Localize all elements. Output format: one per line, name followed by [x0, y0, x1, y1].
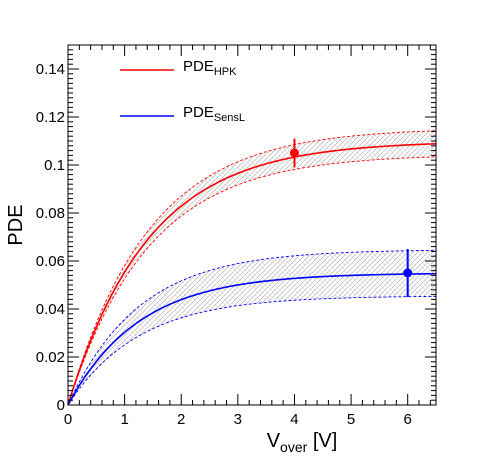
y-tick-label: 0 [57, 397, 65, 414]
x-tick-label: 4 [290, 411, 298, 428]
plot-frame [67, 44, 437, 406]
band-lower-hpk [67, 156, 437, 406]
x-tick-label: 0 [64, 411, 72, 428]
band-upper-sensl [67, 249, 437, 406]
y-tick-label: 0.02 [36, 349, 65, 366]
band-fill-sensl [68, 250, 436, 405]
y-tick-label: 0.06 [36, 253, 65, 270]
y-axis-ticks: 0 0.02 0.04 0.06 0.08 0.1 0.12 0.14 [36, 49, 436, 414]
legend-label-sensl-sub: SensL [214, 112, 245, 124]
x-axis-ticks: 0 1 2 3 4 5 6 [64, 45, 431, 428]
series-curves [67, 130, 437, 406]
x-axis-title: Vover [V] [267, 430, 338, 455]
point-hpk [289, 148, 299, 158]
x-tick-label: 6 [404, 411, 412, 428]
y-tick-label: 0.12 [36, 109, 65, 126]
legend: PDEHPK PDESensL [120, 58, 245, 124]
x-axis-title-sub: over [280, 439, 308, 455]
y-tick-label: 0.04 [36, 301, 65, 318]
legend-label-sensl-main: PDE [183, 104, 214, 121]
legend-label-hpk: PDEHPK [183, 58, 237, 78]
x-tick-label: 5 [347, 411, 355, 428]
uncertainty-bands [68, 130, 436, 406]
x-axis-title-unit: [V] [307, 430, 337, 452]
measured-points [289, 138, 413, 297]
x-tick-label: 2 [177, 411, 185, 428]
legend-label-hpk-main: PDE [183, 58, 214, 75]
y-tick-label: 0.14 [36, 61, 65, 78]
legend-label-hpk-sub: HPK [214, 66, 237, 78]
y-tick-label: 0.08 [36, 205, 65, 222]
y-tick-label: 0.1 [44, 157, 65, 174]
x-tick-label: 1 [120, 411, 128, 428]
y-axis-title: PDE [5, 204, 27, 245]
band-upper-hpk [67, 130, 437, 406]
band-lower-sensl [67, 295, 437, 406]
point-sensl [403, 268, 413, 278]
curve-sensl [67, 272, 437, 406]
curve-hpk [67, 142, 437, 406]
x-axis-title-main: V [267, 430, 281, 452]
legend-label-sensl: PDESensL [183, 104, 245, 124]
x-tick-label: 3 [234, 411, 242, 428]
